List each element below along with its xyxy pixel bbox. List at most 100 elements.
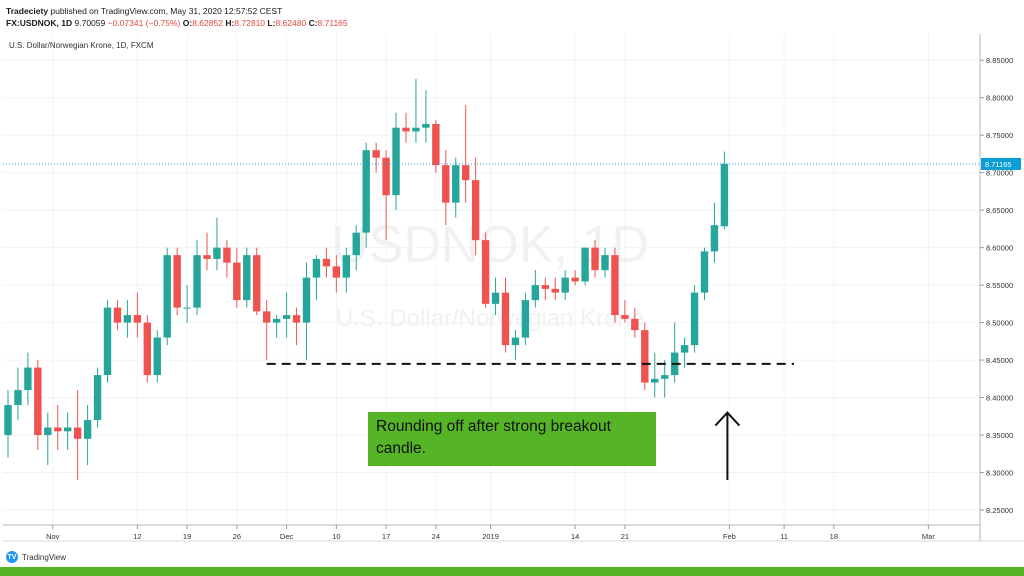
candle xyxy=(302,262,311,361)
candle-body xyxy=(442,165,450,203)
candle xyxy=(521,292,530,346)
x-tick-label: 14 xyxy=(571,532,579,541)
candle-body xyxy=(34,367,42,436)
arrow-head xyxy=(714,411,741,427)
candle-body xyxy=(253,255,261,312)
x-tick-label: Feb xyxy=(723,532,736,541)
candle-body xyxy=(213,247,221,259)
candle xyxy=(452,157,460,218)
candle-body xyxy=(720,163,729,227)
y-tick-label: 8.35000 xyxy=(986,431,1013,440)
y-tick-label: 8.60000 xyxy=(986,244,1013,253)
candle xyxy=(462,105,470,203)
candle xyxy=(481,232,490,308)
x-tick-label: 10 xyxy=(332,532,340,541)
candle xyxy=(551,277,559,301)
footer-brand[interactable]: TradingView xyxy=(22,552,67,562)
x-axis[interactable]: Nov 12 19 26 Dec 10 17 24 2019 14 21 Feb 11 18 Mar xyxy=(46,525,935,541)
candle-body xyxy=(651,378,659,383)
candle xyxy=(272,315,281,338)
candle-body xyxy=(432,123,440,166)
candle xyxy=(700,247,709,301)
header-author[interactable]: Tradeciety xyxy=(6,6,49,16)
candle xyxy=(73,390,82,481)
candle-body xyxy=(73,427,82,439)
y-tick-label: 8.85000 xyxy=(986,56,1013,65)
header-change: −0.07341 (−0.75%) xyxy=(107,18,181,28)
candle-body xyxy=(471,180,480,241)
candle xyxy=(54,405,62,451)
candles xyxy=(4,78,729,481)
candle xyxy=(571,270,579,286)
candle-body xyxy=(24,367,32,391)
candle-body xyxy=(571,277,579,282)
candle xyxy=(432,120,440,173)
x-tick-label: 19 xyxy=(183,532,191,541)
candle-body xyxy=(133,315,142,323)
candle xyxy=(581,247,589,286)
last-price-badge xyxy=(981,157,1021,170)
candle-body xyxy=(501,292,510,346)
candle-body xyxy=(183,307,191,309)
candle-body xyxy=(641,330,649,383)
candle xyxy=(263,300,271,361)
candle xyxy=(670,322,679,383)
candle xyxy=(501,277,510,353)
candle-body xyxy=(233,262,241,301)
candle xyxy=(83,405,92,466)
candle-body xyxy=(173,255,181,308)
up-arrow xyxy=(714,411,741,481)
candle-body xyxy=(382,157,390,196)
candle-body xyxy=(601,255,609,271)
header-l-label: L: xyxy=(267,18,276,28)
candle xyxy=(442,150,450,226)
y-tick-label: 8.40000 xyxy=(986,394,1013,403)
candle-body xyxy=(531,285,540,301)
y-tick-label: 8.80000 xyxy=(986,94,1013,103)
candle-body xyxy=(153,337,161,376)
y-axis[interactable]: 8.25000 8.30000 8.35000 8.40000 8.45000 8.500… xyxy=(980,56,1013,515)
candle-body xyxy=(412,127,420,132)
y-tick-label: 8.55000 xyxy=(986,281,1013,290)
candle xyxy=(243,247,251,308)
candle xyxy=(561,270,569,301)
candle-body xyxy=(282,315,291,319)
header-price: 9.70059 xyxy=(74,18,106,28)
candle xyxy=(541,277,549,301)
candle-body xyxy=(93,375,102,421)
candle xyxy=(412,78,420,143)
candle-body xyxy=(272,318,281,323)
x-tick-label: 26 xyxy=(233,532,241,541)
candle-body xyxy=(422,123,430,128)
candle-body xyxy=(263,311,271,323)
candle-body xyxy=(4,405,12,436)
candle xyxy=(611,247,619,323)
candle xyxy=(621,300,629,323)
candle-body xyxy=(680,345,689,353)
candle-body xyxy=(312,258,321,278)
candle-body xyxy=(631,318,639,331)
candle-body xyxy=(163,255,171,338)
last-price-line: 8.71165 xyxy=(3,157,1021,170)
candle-body xyxy=(551,288,559,293)
candle xyxy=(34,360,42,451)
candle xyxy=(312,255,321,301)
tradingview-logo-icon[interactable]: TV xyxy=(6,551,18,563)
candle xyxy=(710,202,719,263)
candle xyxy=(4,390,12,458)
candle xyxy=(133,292,142,338)
header-published: published on TradingView.com, May 31, 20… xyxy=(48,6,283,16)
header-close: 8.71165 xyxy=(317,18,348,28)
watermark-symbol: USDNOK, 1D xyxy=(331,216,649,274)
candle xyxy=(491,277,500,316)
header-low: 8.62480 xyxy=(275,18,307,28)
candle-body xyxy=(113,307,122,323)
candle xyxy=(233,247,241,308)
y-tick-label: 8.75000 xyxy=(986,131,1013,140)
candle-body xyxy=(661,375,669,379)
candle-body xyxy=(611,255,619,316)
candle xyxy=(282,292,291,338)
candle-body xyxy=(541,285,549,289)
candle-body xyxy=(511,337,520,346)
